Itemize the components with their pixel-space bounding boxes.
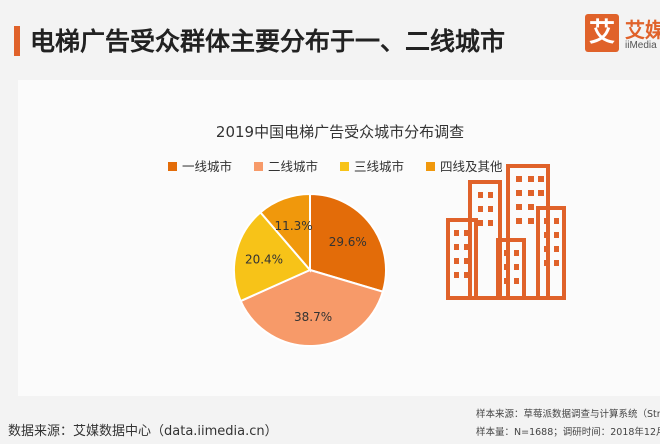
slice-label: 38.7% (294, 310, 332, 324)
data-source: 数据来源：艾媒数据中心（data.iimedia.cn） (8, 424, 278, 439)
slice-label: 20.4% (245, 253, 283, 267)
pie-chart: 29.6% 38.7% 20.4% 11.3% (233, 192, 387, 347)
chart-legend: 一线城市 二线城市 三线城市 四线及其他 (168, 156, 521, 174)
pie-slice (259, 192, 311, 273)
legend-label: 四线及其他 (440, 159, 503, 174)
legend-swatch (254, 162, 263, 171)
title-accent-bar (14, 26, 20, 56)
logo-cn: 艾媒 (625, 18, 660, 42)
legend-label: 二线城市 (268, 159, 319, 174)
legend-label: 三线城市 (354, 159, 405, 174)
pie-slice (233, 210, 312, 303)
chart-title: 2019中国电梯广告受众城市分布调查 (215, 123, 465, 141)
sample-size-note: 样本量：N=1688；调研时间：2018年12月 (476, 427, 660, 438)
logo-en: iiMedia R (625, 40, 660, 51)
slice-label: 29.6% (329, 235, 367, 249)
pie-slice (239, 268, 385, 347)
legend-swatch (340, 162, 349, 171)
buildings-icon (446, 164, 566, 300)
logo-mark: 艾 (585, 14, 619, 52)
legend-item: 一线城市 (168, 156, 232, 175)
legend-label: 一线城市 (182, 159, 233, 174)
header-bar (0, 0, 660, 78)
legend-item: 二线城市 (254, 156, 318, 175)
legend-swatch (168, 162, 177, 171)
legend-swatch (426, 162, 435, 171)
legend-item: 三线城市 (340, 156, 404, 175)
sample-source-note: 样本来源：草莓派数据调查与计算系统（Strawb (476, 409, 660, 420)
slice-label: 11.3% (275, 219, 313, 233)
pie-slice (309, 192, 387, 293)
page-title: 电梯广告受众群体主要分布于一、二线城市 (30, 27, 506, 56)
legend-item: 四线及其他 (426, 156, 503, 175)
iimedia-logo: 艾 艾媒 iiMedia R (585, 14, 660, 60)
